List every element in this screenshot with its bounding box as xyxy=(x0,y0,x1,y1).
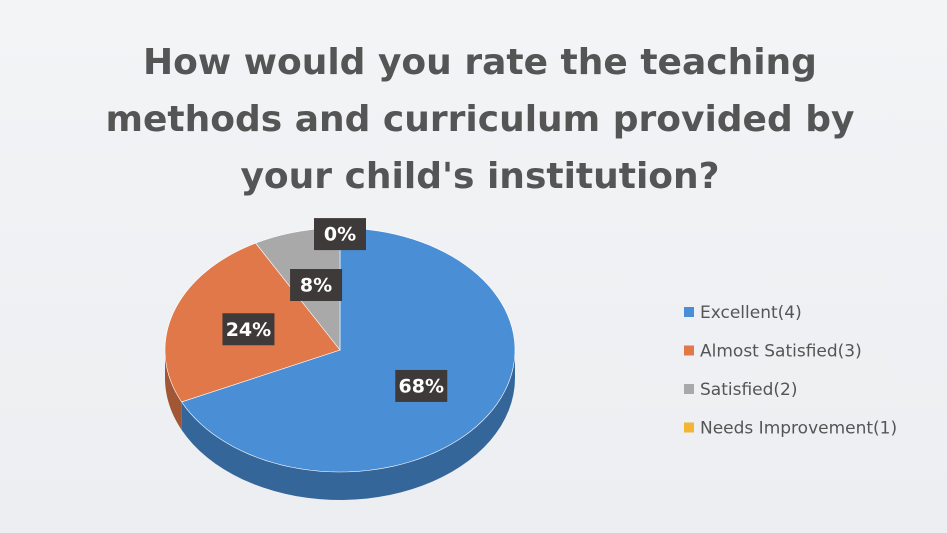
data-label: 0% xyxy=(324,224,356,246)
legend-swatch xyxy=(684,422,694,433)
data-label-box xyxy=(290,269,343,302)
data-label: 68% xyxy=(399,375,444,397)
data-label-box xyxy=(314,218,366,251)
data-label: 24% xyxy=(226,319,271,341)
data-label-box xyxy=(395,369,448,402)
data-label: 8% xyxy=(300,275,332,297)
legend-label: Excellent(4) xyxy=(700,303,802,323)
data-label-box xyxy=(222,313,275,346)
legend-label: Needs Improvement(1) xyxy=(700,419,897,439)
pie-slice xyxy=(181,227,516,473)
pie-side xyxy=(181,350,515,500)
legend-swatch xyxy=(684,307,694,317)
legend-label: Almost Satisfied(3) xyxy=(700,342,862,362)
pie-side xyxy=(165,350,182,430)
legend-swatch xyxy=(684,384,694,394)
legend-swatch xyxy=(684,345,694,356)
chart-title: How would you rate the teaching methods … xyxy=(105,42,855,197)
legend-label: Satisfied(2) xyxy=(700,380,798,400)
